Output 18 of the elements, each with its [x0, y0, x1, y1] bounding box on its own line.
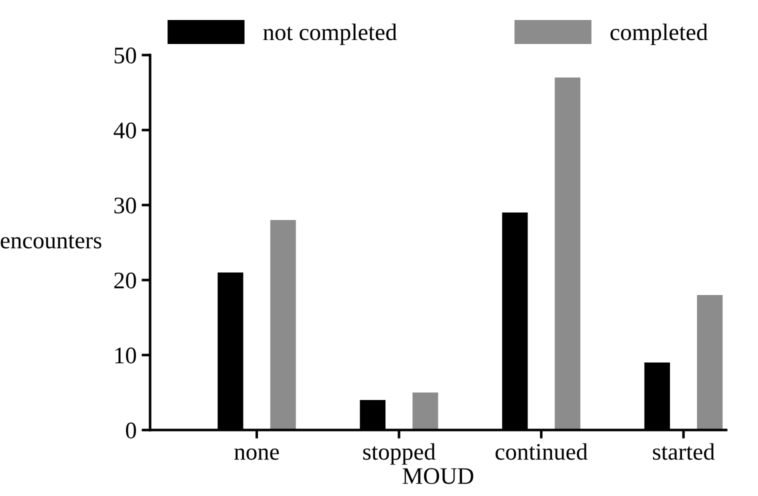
y-tick-label: 0 — [126, 422, 136, 438]
x-axis-title: MOUD — [402, 468, 474, 484]
y-tick-label: 20 — [114, 272, 136, 288]
bar — [554, 78, 580, 430]
legend-label: not completed — [263, 24, 397, 46]
bar — [412, 392, 438, 430]
bar — [697, 295, 723, 430]
y-axis-title: encounters — [0, 234, 102, 248]
bar — [270, 220, 296, 430]
legend-label: completed — [610, 24, 708, 46]
y-tick-label: 50 — [114, 48, 136, 64]
y-tick-label: 30 — [114, 198, 136, 214]
x-tick-label: stopped — [363, 443, 436, 465]
x-tick-label: started — [652, 443, 715, 460]
x-tick-label: none — [234, 448, 279, 460]
x-tick-label: continued — [496, 443, 588, 460]
y-tick-label: 10 — [115, 348, 136, 364]
y-tick-label: 40 — [114, 122, 136, 138]
